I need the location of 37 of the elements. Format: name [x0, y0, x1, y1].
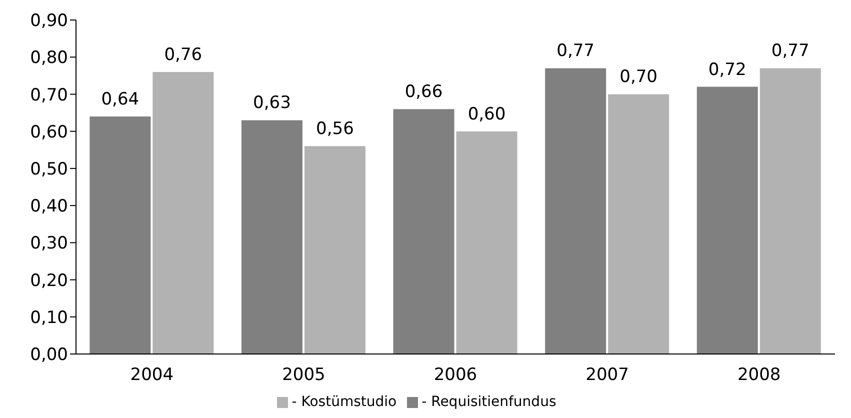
y-tick-label: 0,50	[30, 159, 68, 180]
data-label: 0,77	[771, 41, 810, 62]
y-tick-label: 0,20	[30, 270, 68, 291]
legend-label: - Kostümstudio	[292, 394, 397, 410]
bar	[696, 86, 758, 354]
y-tick-label: 0,70	[30, 85, 68, 106]
bar	[90, 116, 151, 354]
y-tick-label: 0,90	[30, 11, 68, 32]
y-tick-label: 0,30	[30, 234, 68, 254]
data-label: 0,60	[468, 104, 506, 124]
bar	[608, 94, 670, 354]
bar	[393, 109, 454, 354]
bar	[241, 120, 302, 354]
x-tick-label: 2008	[737, 365, 781, 386]
bar	[304, 146, 366, 354]
y-tick-label: 0,00	[30, 345, 68, 366]
legend-label: - Requisitienfundus	[422, 394, 556, 410]
bar	[152, 72, 214, 354]
data-label: 0,56	[316, 119, 354, 140]
data-label: 0,72	[708, 60, 746, 80]
data-label: 0,77	[556, 41, 594, 62]
bar	[545, 68, 606, 354]
bar	[760, 68, 821, 354]
data-label: 0,76	[164, 44, 202, 65]
data-label: 0,63	[253, 93, 291, 114]
x-tick-label: 2005	[282, 365, 326, 386]
y-tick-label: 0,60	[30, 122, 68, 142]
y-tick-label: 0,80	[30, 48, 68, 68]
y-tick-label: 0,10	[30, 308, 68, 328]
data-label: 0,64	[101, 89, 140, 110]
y-tick-label: 0,40	[30, 196, 68, 217]
x-tick-label: 2007	[586, 365, 629, 386]
data-label: 0,70	[620, 67, 658, 88]
data-label: 0,66	[404, 82, 443, 102]
bar	[456, 131, 518, 354]
x-tick-label: 2004	[130, 365, 174, 386]
x-tick-label: 2006	[434, 365, 478, 386]
